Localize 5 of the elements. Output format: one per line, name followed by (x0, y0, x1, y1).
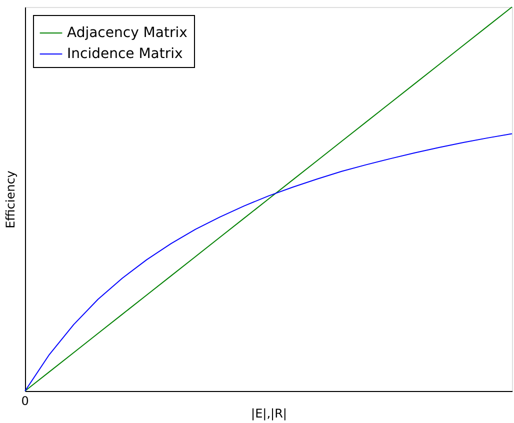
legend-label: Incidence Matrix (67, 46, 183, 62)
x-axis-title: |E|,|R| (251, 406, 287, 420)
legend-label: Adjacency Matrix (67, 25, 188, 41)
text: 0 (21, 394, 29, 408)
y-axis-title: Efficiency (4, 170, 18, 228)
